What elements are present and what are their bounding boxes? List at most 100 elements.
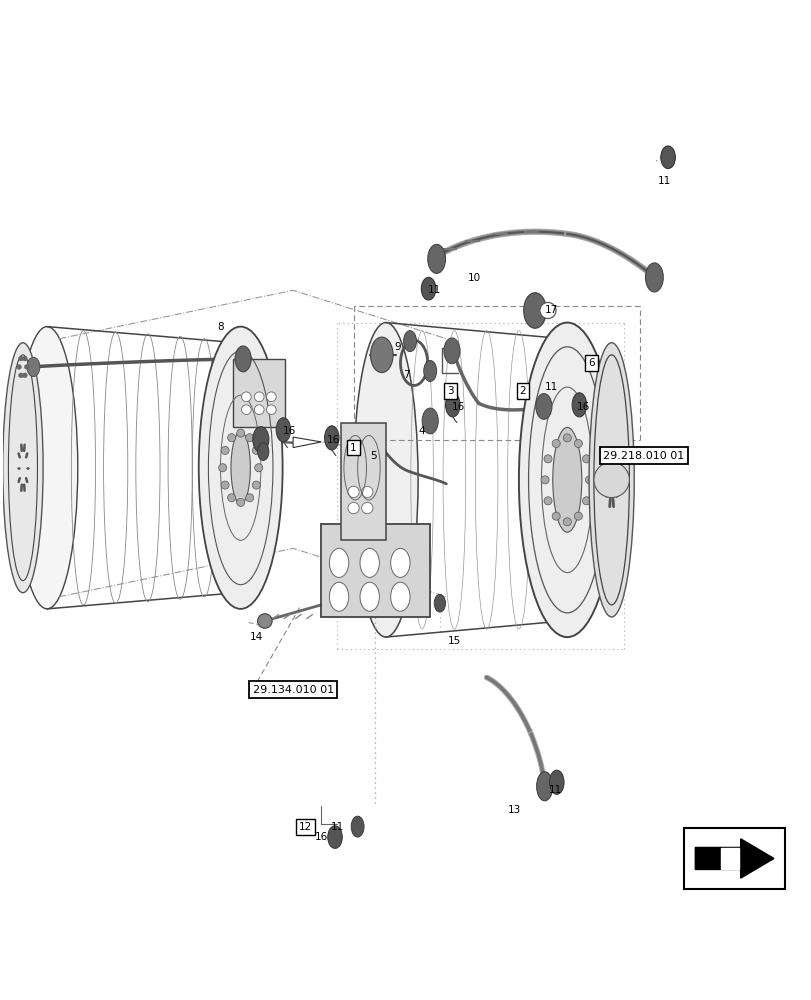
Ellipse shape [359,548,379,577]
Circle shape [218,464,226,472]
Ellipse shape [572,393,586,417]
Ellipse shape [230,431,250,504]
Text: 16: 16 [326,435,340,445]
Ellipse shape [421,277,436,300]
Ellipse shape [552,427,581,532]
Text: 1: 1 [350,443,357,453]
Circle shape [573,512,581,520]
Ellipse shape [234,346,251,372]
Text: 29.134.010 01: 29.134.010 01 [252,685,333,695]
Circle shape [581,455,590,463]
Text: 10: 10 [467,273,481,283]
Circle shape [221,481,229,489]
Text: 3: 3 [447,386,453,396]
Circle shape [236,429,244,437]
Ellipse shape [422,408,438,434]
Circle shape [19,373,24,378]
Text: 16: 16 [282,426,295,436]
Text: 11: 11 [330,822,344,832]
Text: 17: 17 [544,305,557,315]
Circle shape [255,464,263,472]
Text: 11: 11 [548,785,561,795]
Circle shape [227,434,235,442]
Circle shape [254,405,264,415]
Circle shape [252,481,260,489]
Ellipse shape [27,357,40,377]
Circle shape [373,347,389,363]
Circle shape [19,356,24,361]
Circle shape [551,439,560,448]
Ellipse shape [353,323,418,637]
Polygon shape [293,437,321,448]
Ellipse shape [276,418,290,442]
Text: 16: 16 [315,832,328,842]
Bar [341,423,385,540]
Ellipse shape [427,244,445,273]
Circle shape [241,405,251,415]
Circle shape [563,434,571,442]
Text: 11: 11 [427,285,440,295]
Circle shape [543,497,551,505]
Text: 5: 5 [370,451,376,461]
Ellipse shape [403,331,416,352]
Circle shape [563,518,571,526]
Ellipse shape [390,582,410,611]
Circle shape [347,502,358,514]
Circle shape [540,476,548,484]
Text: 16: 16 [451,402,465,412]
Circle shape [257,614,272,628]
Text: 11: 11 [544,382,557,392]
Circle shape [361,486,372,498]
Circle shape [252,446,260,454]
Ellipse shape [444,338,460,364]
Circle shape [539,302,556,319]
Ellipse shape [329,582,348,611]
Ellipse shape [2,343,43,593]
Bar [232,359,285,427]
Text: 8: 8 [217,322,224,332]
Text: 12: 12 [298,822,311,832]
Circle shape [23,356,28,361]
Circle shape [254,392,264,402]
Text: 7: 7 [402,370,409,380]
Ellipse shape [359,582,379,611]
Ellipse shape [16,327,78,609]
Ellipse shape [329,548,348,577]
Ellipse shape [549,770,564,794]
Circle shape [593,462,629,498]
Ellipse shape [588,343,633,617]
Circle shape [551,512,560,520]
Bar [321,524,430,617]
Ellipse shape [645,263,663,292]
Ellipse shape [328,826,342,848]
Text: 11: 11 [657,176,670,186]
Ellipse shape [350,816,363,837]
Ellipse shape [199,327,282,609]
Ellipse shape [518,323,615,637]
Text: 14: 14 [250,632,263,642]
Ellipse shape [252,427,268,452]
Circle shape [573,439,581,448]
Polygon shape [720,848,738,869]
Circle shape [17,365,21,369]
Text: 9: 9 [394,342,401,352]
Text: 29.218.010 01: 29.218.010 01 [603,451,684,461]
Circle shape [246,494,253,502]
Bar [684,828,784,889]
Ellipse shape [536,772,552,801]
Circle shape [221,446,229,454]
Ellipse shape [523,293,546,328]
Circle shape [266,392,276,402]
Circle shape [227,494,235,502]
Circle shape [543,455,551,463]
Circle shape [236,498,244,506]
Circle shape [24,365,29,369]
Circle shape [266,405,276,415]
Circle shape [347,486,358,498]
Text: 15: 15 [447,636,461,646]
Ellipse shape [660,146,675,169]
Text: 16: 16 [576,402,590,412]
Polygon shape [694,839,773,878]
Ellipse shape [434,594,445,612]
Ellipse shape [257,443,268,460]
